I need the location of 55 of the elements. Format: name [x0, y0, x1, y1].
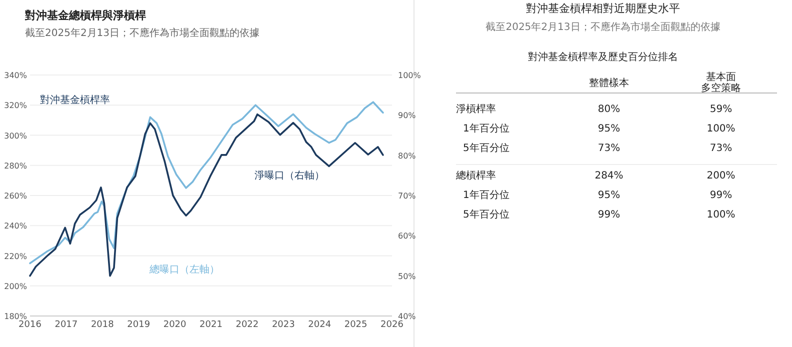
text: 總曝口（左軸）	[148, 264, 220, 276]
text: 59%	[710, 104, 732, 115]
x-tick-label: 2021	[200, 320, 222, 330]
x-tick-label: 2023	[272, 320, 295, 330]
text: 99%	[598, 210, 620, 220]
text: 99%	[710, 190, 732, 201]
x-tick-label: 2016	[18, 320, 42, 330]
y2-tick-label: 70%	[398, 192, 416, 200]
text: 95%	[598, 124, 620, 134]
y2-tick-label: 50%	[398, 272, 416, 281]
x-tick-label: 2022	[236, 320, 259, 330]
series-label: 淨曝口（右軸）	[254, 170, 324, 182]
y-tick-label: 240%	[4, 222, 28, 231]
text: 對沖基金槓桿率及歷史百分位排名	[528, 51, 678, 63]
category-label: 5年百分位	[463, 143, 510, 154]
y-tick-label: 320%	[4, 101, 28, 110]
x-tick-label: 2017	[54, 320, 78, 330]
y2-tick-label: 100%	[398, 71, 422, 80]
y-tick-label: 220%	[4, 252, 28, 261]
text: 95%	[598, 190, 620, 201]
category-label: 1年百分位	[463, 124, 510, 134]
y-tick-label: 300%	[4, 131, 28, 140]
y2-tick-label: 80%	[398, 151, 416, 160]
category-label: 淨槓桿率	[456, 104, 496, 115]
x-tick-label: 2019	[127, 320, 150, 330]
y2-tick-label: 40%	[398, 312, 416, 321]
x-tick-label: 2025	[344, 320, 368, 330]
annotation: 對沖基金槓桿率	[40, 94, 110, 106]
x-tick-label: 2024	[308, 320, 332, 330]
category-label: 5年百分位	[463, 210, 510, 220]
y-tick-label: 280%	[4, 161, 28, 170]
category-label: 1年百分位	[463, 190, 510, 201]
x-tick-label: 2018	[90, 320, 114, 330]
text: 100%	[706, 124, 736, 134]
category-label: 整體樣本	[589, 77, 629, 89]
category-label: 基本面多空策略	[701, 71, 741, 94]
chart-title: 對沖基金總槓桿與淨槓桿	[24, 9, 146, 22]
y-tick-label: 200%	[4, 282, 28, 291]
y-tick-label: 180%	[4, 312, 28, 321]
text: 80%	[598, 104, 620, 115]
chart-subtitle: 截至2025年2月13日；不應作為市場全面觀點的依據	[25, 27, 260, 39]
x-tick-label: 2026	[380, 320, 404, 330]
category-label: 總槓桿率	[456, 170, 496, 182]
text: 截至2025年2月13日；不應作為市場全面觀點的依據	[486, 21, 720, 33]
y2-tick-label: 60%	[398, 232, 416, 241]
y-tick-label: 340%	[4, 71, 28, 80]
x-tick-label: 2020	[163, 320, 187, 330]
text: 73%	[598, 143, 620, 154]
y-tick-label: 260%	[4, 192, 28, 200]
y2-tick-label: 90%	[398, 111, 416, 120]
text: 73%	[710, 143, 732, 154]
text: 284%	[594, 170, 624, 182]
text: 200%	[706, 170, 736, 182]
text: 100%	[706, 210, 736, 220]
text: 對沖基金槓桿相對近期歷史水平	[526, 2, 680, 15]
